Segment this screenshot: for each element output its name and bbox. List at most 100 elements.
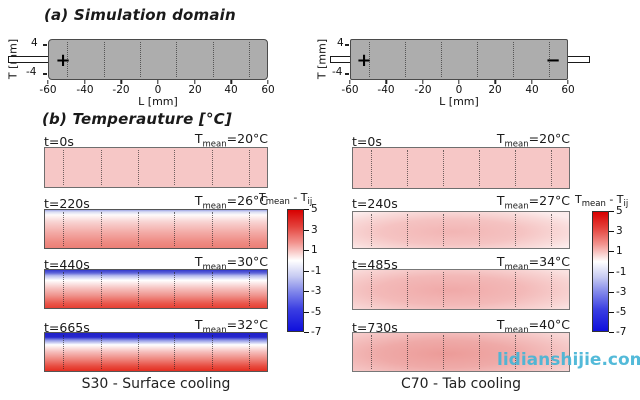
grid-dots	[45, 148, 267, 187]
heatmap-c70-t730	[352, 332, 570, 372]
panel-b-title: (b) Temperauture [°C]	[42, 110, 232, 128]
x-tick: -60	[39, 84, 57, 96]
x-axis-label-left: L [mm]	[138, 95, 178, 108]
x-tick: 20	[188, 84, 202, 96]
colorbar-tick: 1	[304, 244, 318, 256]
x-tick: -40	[377, 84, 395, 96]
x-tick: 60	[261, 84, 275, 96]
x-tick: 40	[224, 84, 238, 96]
frame-label-row: t=240s Tmean=27°C	[352, 193, 570, 211]
panel-a-title: (a) Simulation domain	[44, 6, 236, 24]
colorbar-tick: -7	[304, 326, 321, 338]
frame-label-row: t=220s Tmean=26°C	[44, 193, 268, 211]
watermark: lidianshijie.com	[497, 350, 640, 370]
x-tick: 0	[455, 84, 463, 96]
grid-dots	[49, 40, 267, 79]
heatmap-c70-t240	[352, 211, 570, 249]
grid-dots	[351, 40, 567, 79]
plus-terminal: +	[356, 50, 372, 71]
colorbar-tick: 3	[609, 225, 623, 237]
colorbar-tick: -1	[609, 266, 626, 278]
caption-s30: S30 - Surface cooling	[81, 376, 231, 392]
tmean-label: Tmean=27°C	[496, 193, 570, 212]
frame-label-row: t=0s Tmean=20°C	[352, 131, 570, 149]
frame-label-row: t=0s Tmean=20°C	[44, 131, 268, 149]
time-label: t=665s	[44, 320, 90, 335]
heatmap-c70-t0	[352, 147, 570, 189]
heatmap-s30-t665	[44, 332, 268, 372]
colorbar-tick: -7	[609, 326, 626, 338]
frame-label-row: t=665s Tmean=32°C	[44, 317, 268, 335]
simulation-domain-right: + −	[350, 39, 568, 80]
colorbar-left	[287, 209, 304, 332]
tmean-label: Tmean=34°C	[496, 254, 570, 273]
heatmap-s30-t440	[44, 269, 268, 309]
x-tick: -40	[76, 84, 94, 96]
time-label: t=0s	[44, 134, 74, 149]
x-tick: 60	[561, 84, 575, 96]
grid-dots	[353, 212, 569, 248]
x-tick: -60	[341, 84, 359, 96]
y-tickmark	[43, 73, 47, 75]
minus-terminal: −	[545, 50, 561, 71]
time-label: t=240s	[352, 196, 398, 211]
colorbar-tick: 1	[609, 245, 623, 257]
y-axis-label-right: T [mm]	[315, 38, 329, 80]
grid-dots	[45, 270, 267, 308]
y-tick-4-right: 4	[337, 37, 344, 49]
colorbar-label-right: Tmean - Tij	[575, 193, 629, 210]
grid-dots	[353, 333, 569, 371]
colorbar-tick: -3	[304, 285, 321, 297]
x-tick: 40	[525, 84, 539, 96]
time-label: t=485s	[352, 257, 398, 272]
heatmap-c70-t485	[352, 269, 570, 310]
x-tick: 0	[154, 84, 162, 96]
tab-minus-terminal	[567, 56, 590, 63]
x-tickmarks-left	[47, 80, 269, 84]
x-axis-label-right: L [mm]	[439, 95, 479, 108]
y-tick-neg4-right: -4	[332, 66, 343, 78]
colorbar-tick: -3	[609, 286, 626, 298]
x-tick: -20	[112, 84, 130, 96]
colorbar-tick: -1	[304, 265, 321, 277]
grid-dots	[353, 270, 569, 309]
time-label: t=220s	[44, 196, 90, 211]
colorbar-tick: 3	[304, 224, 318, 236]
grid-dots	[45, 333, 267, 371]
colorbar-tick: 5	[304, 203, 318, 215]
x-tick: -20	[414, 84, 432, 96]
time-label: t=730s	[352, 320, 398, 335]
y-tickmark	[345, 73, 349, 75]
heatmap-s30-t0	[44, 147, 268, 188]
tmean-label: Tmean=20°C	[194, 131, 268, 150]
y-tickmark	[345, 44, 349, 46]
tmean-label: Tmean=20°C	[496, 131, 570, 150]
tmean-label: Tmean=26°C	[194, 193, 268, 212]
time-label: t=0s	[352, 134, 382, 149]
time-label: t=440s	[44, 257, 90, 272]
y-tick-neg4-left: -4	[26, 66, 37, 78]
tmean-label: Tmean=32°C	[194, 317, 268, 336]
y-tick-4-left: 4	[31, 37, 38, 49]
x-tick: 20	[488, 84, 502, 96]
colorbar-tick: -5	[304, 306, 321, 318]
x-tickmarks-right	[349, 80, 569, 84]
heatmap-s30-t220	[44, 209, 268, 249]
colorbar-right	[592, 211, 609, 332]
plus-terminal: +	[55, 50, 71, 71]
tmean-label: Tmean=30°C	[194, 254, 268, 273]
tab-left-terminal	[8, 56, 49, 63]
y-tickmark	[43, 44, 47, 46]
frame-label-row: t=485s Tmean=34°C	[352, 254, 570, 272]
colorbar-tick: 5	[609, 205, 623, 217]
simulation-domain-left: +	[48, 39, 268, 80]
caption-c70: C70 - Tab cooling	[400, 376, 522, 392]
tab-plus-terminal	[330, 56, 351, 63]
frame-label-row: t=440s Tmean=30°C	[44, 254, 268, 272]
colorbar-tick: -5	[609, 306, 626, 318]
grid-dots	[45, 210, 267, 248]
tmean-label: Tmean=40°C	[496, 317, 570, 336]
frame-label-row: t=730s Tmean=40°C	[352, 317, 570, 335]
grid-dots	[353, 148, 569, 188]
